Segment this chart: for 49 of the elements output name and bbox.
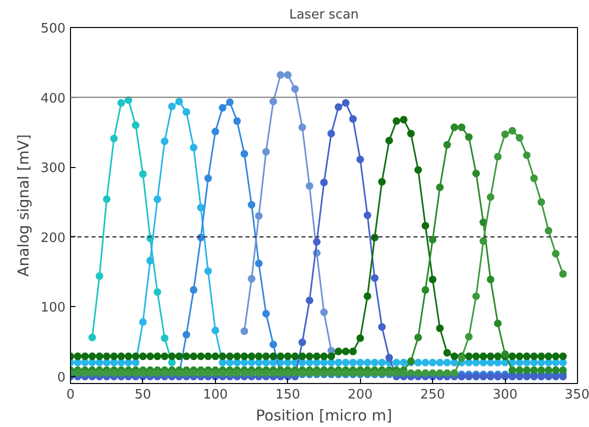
point: [270, 340, 278, 348]
chart-title: Laser scan: [289, 8, 359, 22]
x-tick-label: 250: [420, 388, 446, 402]
point: [132, 121, 140, 130]
point: [320, 308, 328, 316]
point: [102, 195, 111, 204]
x-tick-label: 50: [134, 388, 152, 402]
x-axis-title: Position [micro m]: [256, 406, 392, 424]
y-axis-title: Analog signal [mV]: [14, 134, 33, 277]
point: [240, 327, 248, 335]
point: [88, 334, 96, 342]
point: [298, 124, 306, 132]
point: [233, 117, 241, 125]
x-tick-label: 200: [348, 388, 373, 402]
point: [240, 150, 248, 158]
y-tick-label: 400: [40, 91, 66, 106]
point: [270, 98, 278, 106]
point: [190, 286, 198, 294]
y-tick-label: 100: [40, 300, 66, 316]
point: [96, 272, 104, 280]
x-tick-label: 350: [564, 388, 589, 402]
point: [248, 275, 256, 283]
point: [291, 85, 299, 93]
point: [139, 170, 147, 178]
y-tick-label: 0: [57, 370, 66, 386]
x-tick-label: 150: [275, 388, 300, 402]
point: [255, 260, 263, 268]
x-tick-label: 300: [492, 388, 518, 402]
y-tick-label: 200: [40, 230, 66, 246]
point: [110, 134, 118, 142]
x-tick-label: 100: [202, 388, 228, 402]
point: [182, 330, 190, 338]
point: [226, 98, 234, 106]
point: [218, 104, 226, 112]
point: [204, 174, 212, 182]
point: [154, 288, 162, 296]
point: [276, 71, 284, 79]
point: [262, 310, 270, 318]
y-tick-label: 300: [40, 161, 66, 176]
point: [248, 201, 256, 209]
point: [160, 334, 168, 342]
point: [284, 71, 292, 79]
y-tick-label: 500: [40, 22, 66, 36]
point: [168, 358, 176, 366]
point: [262, 148, 270, 156]
point: [306, 182, 314, 190]
point: [255, 212, 263, 220]
point: [212, 128, 220, 136]
point: [117, 99, 125, 107]
